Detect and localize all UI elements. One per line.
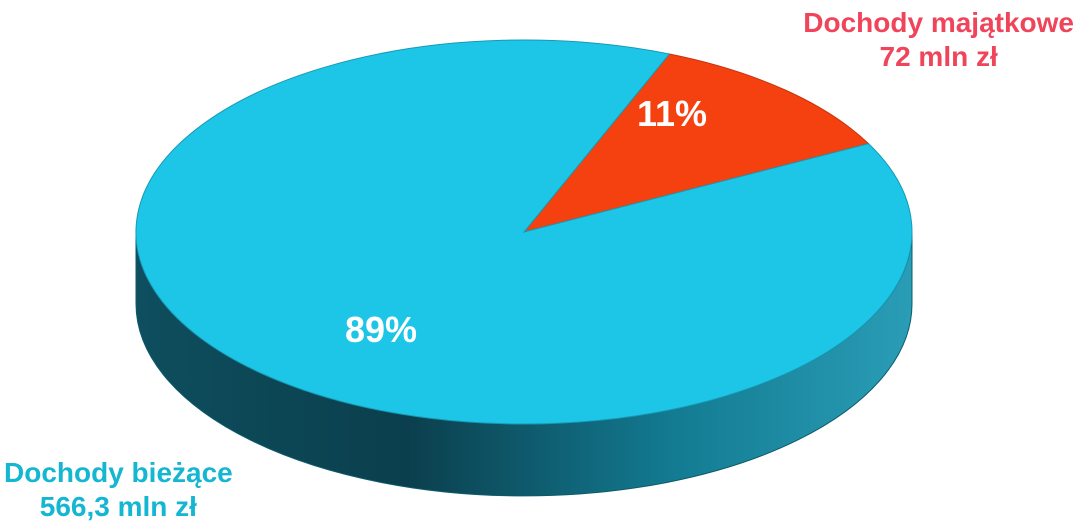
- slice-percent-label-majatkowe: 11%: [637, 93, 707, 134]
- slice-label-biezace: Dochody bieżące 566,3 mln zł: [4, 456, 233, 524]
- slice-biezace: [135, 39, 913, 425]
- slice-value-majatkowe: 72 mln zł: [879, 41, 998, 72]
- slice-value-biezace: 566,3 mln zł: [39, 491, 197, 522]
- slice-majatkowe: [522, 53, 870, 233]
- slice-percent-label-biezace: 89%: [345, 309, 417, 350]
- slice-name-biezace: Dochody bieżące: [4, 457, 233, 488]
- pie-top: [135, 39, 913, 425]
- slice-label-majatkowe: Dochody majątkowe 72 mln zł: [803, 6, 1074, 74]
- slice-name-majatkowe: Dochody majątkowe: [803, 7, 1074, 38]
